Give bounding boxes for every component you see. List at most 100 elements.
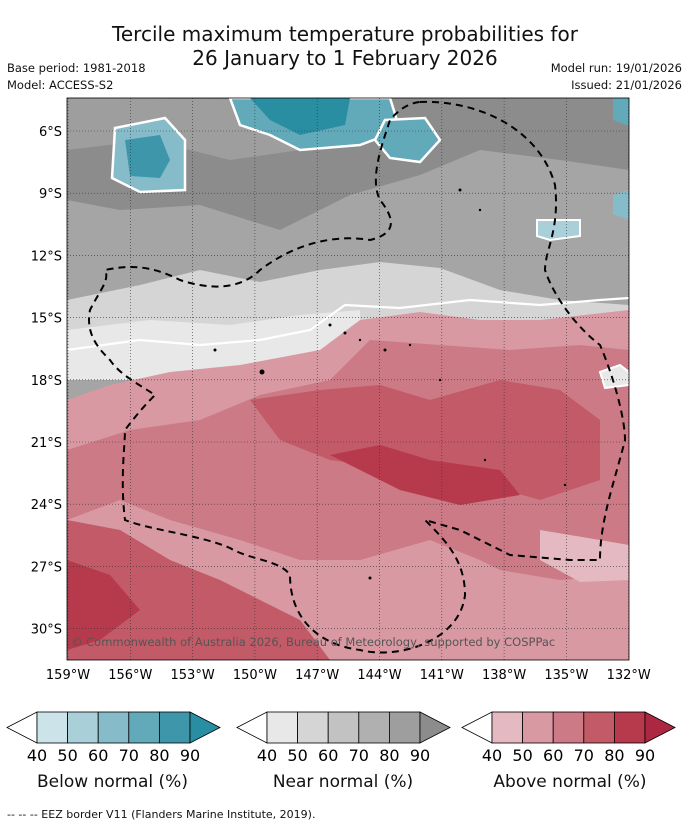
below-normal-patch-corner: [613, 98, 629, 126]
legend-tick: 40: [257, 746, 277, 765]
above-normal-40-east: [540, 530, 629, 582]
legend-below-normal: 40 50 60 70 80 90: [6, 711, 221, 765]
legend-swatch: [614, 711, 646, 744]
lat-label: 18°S: [31, 374, 62, 389]
legend-above-normal: 40 50 60 70 80 90: [461, 711, 676, 765]
lon-label: 135°W: [544, 668, 588, 683]
below-normal-patch-northeast: [373, 116, 442, 164]
lon-label: 156°W: [108, 668, 152, 683]
island: [563, 483, 567, 487]
island: [328, 323, 332, 327]
legend-arrow-right: [419, 711, 451, 744]
lon-label: 150°W: [233, 668, 277, 683]
lat-label: 24°S: [31, 498, 62, 513]
legend-swatch: [36, 711, 69, 744]
near-normal-island-east: [598, 363, 629, 390]
copyright-text: © Commonwealth of Australia 2026, Bureau…: [71, 635, 555, 649]
lon-label: 141°W: [420, 668, 464, 683]
issued-date: Issued: 21/01/2026: [571, 78, 682, 92]
meta-right: Model run: 19/01/2026 Issued: 21/01/2026: [551, 60, 682, 94]
above-normal-50-east: [430, 560, 629, 620]
lat-label: 27°S: [31, 560, 62, 575]
legend-swatch: [297, 711, 329, 744]
legend-swatch: [327, 711, 360, 744]
island: [483, 458, 487, 462]
legend-swatch: [522, 711, 554, 744]
title-line-1: Tercile maximum temperature probabilitie…: [112, 22, 578, 46]
legend-tick: 50: [57, 746, 77, 765]
map-frame: [66, 97, 630, 661]
lon-label: 144°W: [357, 668, 401, 683]
model-run: Model run: 19/01/2026: [550, 61, 682, 75]
longitude-labels: 159°W 156°W 153°W 150°W 147°W 144°W 141°W 138°W…: [46, 668, 651, 683]
legend-tick: 90: [410, 746, 430, 765]
legend-tick: 50: [512, 746, 532, 765]
legend-swatch: [97, 711, 130, 744]
above-normal-70-region: [250, 380, 600, 500]
legend-tick: 60: [318, 746, 338, 765]
tercile-boundary-line: [67, 296, 629, 352]
below-normal-patch-edge: [613, 190, 629, 220]
island: [213, 348, 217, 352]
eez-footnote: -- -- -- EEZ border V11 (Flanders Marine…: [7, 808, 316, 821]
island: [343, 331, 347, 335]
legend-tick: 70: [119, 746, 139, 765]
legend-swatch: [158, 711, 191, 744]
lon-label: 153°W: [171, 668, 215, 683]
legend-swatch: [128, 711, 160, 744]
legend-tick: 80: [379, 746, 399, 765]
legend-swatch: [491, 711, 524, 744]
legend-tick: 40: [482, 746, 502, 765]
below-normal-patch-east: [536, 219, 581, 242]
lon-label: 147°W: [295, 668, 339, 683]
legend-tick: 70: [574, 746, 594, 765]
lat-label: 15°S: [31, 312, 62, 327]
legend-swatch: [552, 711, 585, 744]
legend-near-normal: 40 50 60 70 80 90: [236, 711, 451, 765]
legend-arrow-left: [236, 711, 268, 744]
below-normal-80-west: [125, 135, 170, 178]
legend-tick: 40: [27, 746, 47, 765]
legend-tick: 90: [180, 746, 200, 765]
island: [358, 338, 362, 342]
above-normal-70-south: [67, 520, 330, 660]
lat-label: 30°S: [31, 623, 62, 638]
below-normal-90-north: [250, 98, 350, 135]
above-normal-80-region: [330, 445, 520, 505]
legend-near-label: Near normal (%): [272, 772, 414, 792]
eez-border: [88, 100, 627, 654]
islands: [213, 188, 567, 580]
legend-tick: 60: [543, 746, 563, 765]
legend-tick: 70: [349, 746, 369, 765]
legend-swatch: [388, 711, 421, 744]
legend-tick: 60: [88, 746, 108, 765]
above-normal-80-south: [67, 560, 140, 650]
lat-label: 12°S: [31, 249, 62, 264]
legend-swatch: [266, 711, 299, 744]
legend-swatch: [583, 711, 615, 744]
meta-left: Base period: 1981-2018 Model: ACCESS-S2: [7, 60, 146, 94]
lon-label: 132°W: [607, 668, 651, 683]
legend-above-label: Above normal (%): [493, 772, 647, 792]
lat-label: 6°S: [39, 125, 62, 140]
map-title: Tercile maximum temperature probabilitie…: [0, 22, 690, 70]
model-name: Model: ACCESS-S2: [7, 78, 114, 92]
island: [383, 348, 387, 352]
legend-swatch: [358, 711, 390, 744]
legend-tick: 90: [635, 746, 655, 765]
legend-tick: 80: [604, 746, 624, 765]
legend-tick: 80: [149, 746, 169, 765]
island: [368, 576, 372, 580]
island: [408, 343, 412, 347]
lon-label: 159°W: [46, 668, 90, 683]
lat-label: 9°S: [39, 187, 62, 202]
legend-arrow-right: [644, 711, 676, 744]
island: [478, 208, 482, 212]
legend-below-label: Below normal (%): [37, 772, 188, 792]
lon-label: 138°W: [482, 668, 526, 683]
legend-arrow-right: [189, 711, 221, 744]
legend-tick: 50: [287, 746, 307, 765]
legend-arrow-left: [6, 711, 38, 744]
island: [259, 369, 265, 375]
